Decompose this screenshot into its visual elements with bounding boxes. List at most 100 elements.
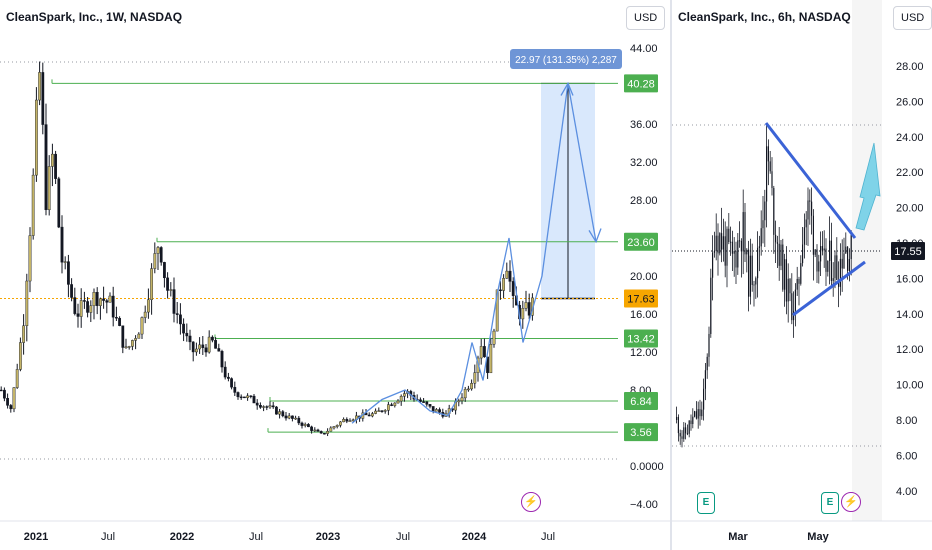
candle [677, 416, 679, 434]
candle [489, 344, 493, 374]
candle [679, 433, 681, 437]
candle [76, 313, 80, 317]
candle [699, 409, 701, 417]
candle [495, 289, 499, 332]
candle [303, 424, 307, 426]
candle [463, 388, 467, 399]
candle [191, 341, 195, 353]
candle [748, 249, 750, 297]
weekly-chart-canvas[interactable]: 22.97 (131.35%) 2,28744.0040.0036.0032.0… [0, 0, 670, 550]
candle [827, 261, 829, 272]
candle [60, 226, 64, 263]
candle [178, 314, 182, 325]
candle [281, 411, 285, 417]
candle [785, 259, 787, 302]
candle [41, 72, 45, 125]
candle [751, 255, 753, 285]
y-axis-tick-label: 20.00 [630, 271, 658, 283]
x-axis-tick-label: Jul [396, 531, 410, 543]
level-label-box [624, 74, 658, 93]
candle [262, 406, 265, 408]
candle [780, 244, 782, 266]
candle [728, 228, 730, 243]
candle [175, 313, 179, 315]
projection-arrowhead [560, 81, 574, 96]
y-axis-tick-label: 10.00 [896, 380, 924, 392]
candle [737, 240, 739, 268]
candle [742, 212, 744, 252]
flash-event-icon[interactable]: ⚡ [841, 492, 861, 512]
candle [419, 399, 422, 402]
y-axis-tick-label: 44.00 [630, 43, 658, 55]
candle [753, 284, 755, 286]
candle [809, 200, 811, 202]
level-label-box [624, 423, 658, 442]
candle [724, 236, 726, 266]
candle [492, 330, 496, 345]
candle [776, 242, 778, 244]
candle [377, 410, 381, 412]
candle [483, 346, 486, 358]
candle [719, 233, 721, 254]
candle [524, 302, 528, 309]
candle [86, 301, 90, 313]
candle [143, 311, 147, 318]
flash-event-icon[interactable]: ⚡ [521, 492, 541, 512]
candle [95, 292, 99, 306]
x-axis-tick-label: 2024 [462, 531, 487, 543]
currency-button[interactable]: USD [626, 6, 666, 30]
projection-path [351, 83, 597, 424]
candle [169, 289, 173, 291]
candle [715, 235, 717, 252]
candle [403, 393, 406, 397]
price-label: 17.63 [627, 294, 655, 306]
candle [850, 235, 852, 260]
candle [778, 243, 780, 266]
candle [760, 228, 762, 247]
y-axis-tick-label: 14.00 [896, 309, 924, 321]
candle [108, 295, 112, 303]
candle [82, 300, 86, 302]
candle [775, 234, 777, 243]
candle [239, 396, 243, 399]
candle [25, 280, 29, 327]
x-axis-tick-label: Mar [728, 531, 748, 543]
earnings-badge[interactable]: E [821, 492, 839, 514]
candle [124, 346, 128, 349]
currency-button[interactable]: USD [893, 6, 932, 30]
candle [236, 392, 240, 398]
y-axis-tick-label: 28.00 [630, 195, 658, 207]
candle [323, 432, 326, 435]
candle [271, 405, 275, 408]
candle [47, 166, 51, 211]
candle [66, 261, 70, 285]
candle [278, 411, 281, 415]
candle [755, 278, 757, 285]
candle [521, 308, 525, 320]
candle [367, 414, 371, 417]
level-label-box [624, 392, 658, 411]
earnings-badge[interactable]: E [697, 492, 715, 514]
candle [821, 246, 823, 251]
six-hour-chart-canvas[interactable]: 28.0026.0024.0022.0020.0018.0016.0014.00… [672, 0, 932, 550]
candle [259, 404, 262, 408]
level-label: 3.56 [630, 427, 651, 439]
candle [51, 153, 54, 167]
candle [387, 404, 390, 411]
candle [114, 317, 118, 319]
candle [435, 409, 438, 412]
candle [297, 417, 301, 424]
candle [399, 396, 403, 402]
candle [230, 378, 233, 388]
candle [92, 292, 96, 306]
candle [79, 300, 83, 317]
candle [798, 278, 800, 284]
candle [57, 178, 61, 228]
candle [746, 249, 748, 255]
y-axis-tick-label: 22.00 [896, 167, 924, 179]
six-hour-chart-panel[interactable]: 28.0026.0024.0022.0020.0018.0016.0014.00… [672, 0, 932, 550]
panel-divider[interactable] [670, 0, 672, 550]
candle [223, 366, 227, 378]
candle [802, 244, 804, 264]
weekly-chart-panel[interactable]: 22.97 (131.35%) 2,28744.0040.0036.0032.0… [0, 0, 670, 550]
